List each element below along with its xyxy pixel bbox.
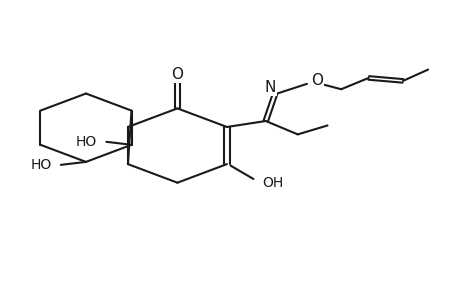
Text: N: N <box>264 80 275 95</box>
Text: HO: HO <box>76 135 97 149</box>
Text: HO: HO <box>30 158 51 172</box>
Text: O: O <box>171 67 183 82</box>
Text: OH: OH <box>262 176 283 190</box>
Text: O: O <box>310 74 322 88</box>
